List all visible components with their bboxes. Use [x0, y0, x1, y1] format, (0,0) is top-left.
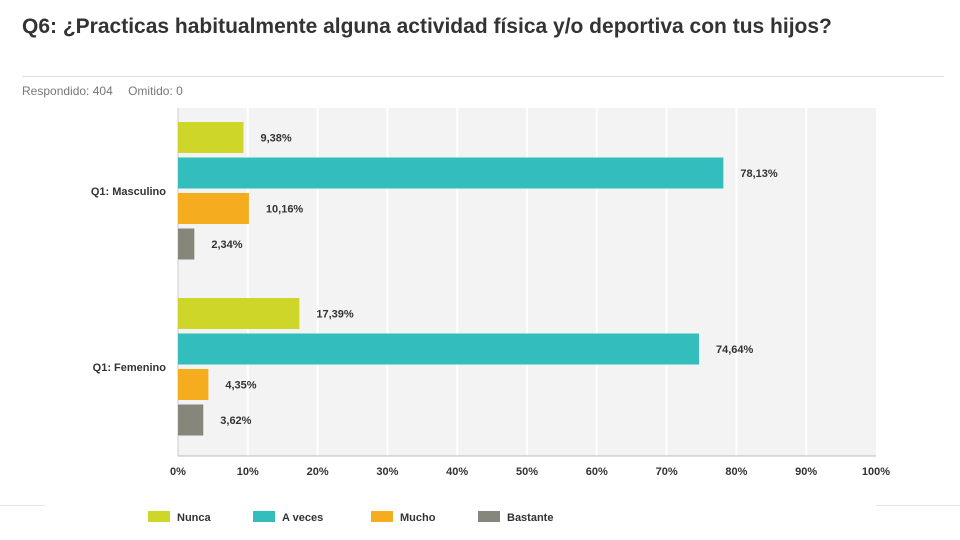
x-tick-label: 100%	[862, 466, 890, 478]
data-label: 74,64%	[716, 344, 754, 356]
bar	[178, 157, 724, 189]
legend-swatch	[478, 511, 500, 522]
bar	[178, 333, 699, 365]
bar	[178, 193, 249, 224]
x-tick-label: 80%	[725, 466, 747, 478]
data-label: 4,35%	[225, 380, 256, 392]
title-divider	[22, 76, 944, 77]
footer-divider-right	[876, 505, 960, 506]
legend-label: Bastante	[507, 512, 553, 524]
x-tick-label: 90%	[795, 466, 817, 478]
legend-swatch	[148, 511, 170, 522]
legend-label: Nunca	[177, 512, 212, 524]
data-label: 2,34%	[211, 239, 242, 251]
x-tick-label: 70%	[656, 466, 678, 478]
legend-swatch	[371, 511, 393, 522]
category-label: Q1: Masculino	[91, 186, 166, 198]
data-label: 78,13%	[740, 168, 778, 180]
bar	[178, 122, 244, 153]
legend-label: Mucho	[400, 512, 436, 524]
bar	[178, 298, 300, 329]
x-tick-label: 50%	[516, 466, 538, 478]
data-label: 17,39%	[316, 309, 354, 321]
bar	[178, 369, 209, 400]
skipped-count: Omitido: 0	[128, 84, 183, 98]
x-tick-label: 0%	[170, 466, 186, 478]
x-tick-label: 30%	[376, 466, 398, 478]
footer-divider-left	[0, 505, 45, 506]
answered-count: Respondido: 404	[22, 84, 113, 98]
bar	[178, 404, 204, 436]
data-label: 3,62%	[220, 415, 251, 427]
bar	[178, 228, 195, 260]
x-tick-label: 40%	[446, 466, 468, 478]
x-tick-label: 60%	[586, 466, 608, 478]
question-title: Q6: ¿Practicas habitualmente alguna acti…	[22, 15, 832, 38]
response-stats: Respondido: 404 Omitido: 0	[22, 84, 195, 98]
legend-label: A veces	[282, 512, 323, 524]
data-label: 10,16%	[266, 204, 304, 216]
category-label: Q1: Femenino	[93, 362, 167, 374]
legend-swatch	[253, 511, 275, 522]
x-tick-label: 20%	[307, 466, 329, 478]
x-tick-label: 10%	[237, 466, 259, 478]
data-label: 9,38%	[260, 133, 291, 145]
